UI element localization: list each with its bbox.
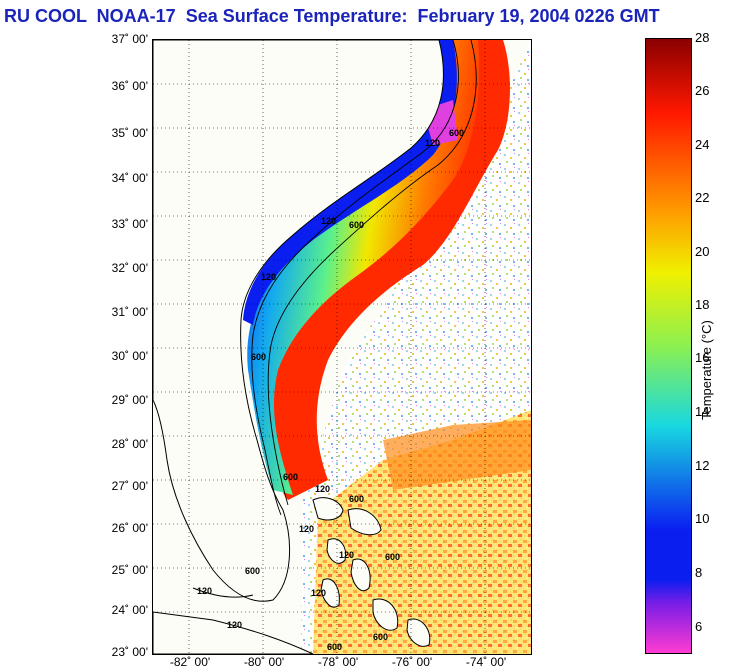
colorbar-tick-label: 28 — [695, 30, 710, 45]
lat-label: 28˚ 00' — [111, 437, 148, 451]
contour-label: 600 — [349, 494, 364, 504]
colorbar-tick-label: 26 — [695, 83, 710, 98]
colorbar-tick-label: 16 — [695, 350, 710, 365]
lat-label: 23˚ 00' — [111, 645, 148, 659]
colorbar-tick-label: 20 — [695, 244, 710, 259]
contour-label: 120 — [227, 620, 242, 630]
lon-label: -80˚ 00' — [243, 655, 285, 669]
lon-label: -76˚ 00' — [391, 655, 433, 669]
lat-label: 37˚ 00' — [111, 32, 148, 46]
contour-label: 600 — [385, 552, 400, 562]
lon-label: -78˚ 00' — [317, 655, 359, 669]
colorbar-tick-label: 6 — [695, 619, 703, 634]
contour-label: 120 — [311, 588, 326, 598]
colorbar-tick-label: 24 — [695, 137, 710, 152]
contour-label: 120 — [261, 272, 276, 282]
lon-label: -74˚ 00' — [465, 655, 507, 669]
contour-label: 600 — [349, 220, 364, 230]
map-title: RU COOL NOAA-17 Sea Surface Temperature:… — [4, 6, 660, 26]
contour-label: 600 — [327, 642, 342, 652]
contour-label: 120 — [321, 216, 336, 226]
lat-label: 24˚ 00' — [111, 603, 148, 617]
contour-label: 120 — [197, 586, 212, 596]
contour-label: 600 — [245, 566, 260, 576]
lon-label: -82˚ 00' — [169, 655, 211, 669]
florida-keys-land — [192, 587, 254, 598]
depth-contours — [251, 40, 477, 516]
sst-map-canvas: 600 120 600 120 120 600 600 120 600 120 … — [153, 40, 531, 654]
lat-label: 31˚ 00' — [111, 305, 148, 319]
lat-label: 35˚ 00' — [111, 126, 148, 140]
bahamas-islands — [312, 497, 431, 647]
sst-map[interactable]: 600 120 600 120 120 600 600 120 600 120 … — [152, 39, 532, 655]
colorbar-tick-label: 8 — [695, 565, 703, 580]
lat-label: 26˚ 00' — [111, 521, 148, 535]
lat-label: 30˚ 00' — [111, 349, 148, 363]
colorbar-tick-label: 10 — [695, 511, 710, 526]
temperature-colorbar — [645, 38, 692, 654]
contour-label: 120 — [339, 550, 354, 560]
us-mainland-land — [153, 40, 444, 602]
colorbar-tick-label: 14 — [695, 404, 710, 419]
lat-label: 25˚ 00' — [111, 563, 148, 577]
contour-label: 600 — [283, 472, 298, 482]
contour-label: 120 — [425, 138, 440, 148]
lat-label: 33˚ 00' — [111, 217, 148, 231]
contour-label: 600 — [373, 632, 388, 642]
warm-patch-region-mid — [383, 420, 531, 490]
colorbar-title: Temperature (°C) — [699, 320, 714, 420]
lat-label: 34˚ 00' — [111, 171, 148, 185]
contour-label: 600 — [449, 128, 464, 138]
contour-label: 600 — [251, 352, 266, 362]
colorbar-tick-label: 18 — [695, 297, 710, 312]
contour-label: 120 — [299, 524, 314, 534]
cuba-land — [153, 611, 314, 654]
colorbar-tick-label: 12 — [695, 458, 710, 473]
lat-label: 32˚ 00' — [111, 261, 148, 275]
lat-label: 36˚ 00' — [111, 79, 148, 93]
lat-label: 27˚ 00' — [111, 479, 148, 493]
contour-label: 120 — [315, 484, 330, 494]
colorbar-tick-label: 22 — [695, 190, 710, 205]
lat-label: 29˚ 00' — [111, 393, 148, 407]
